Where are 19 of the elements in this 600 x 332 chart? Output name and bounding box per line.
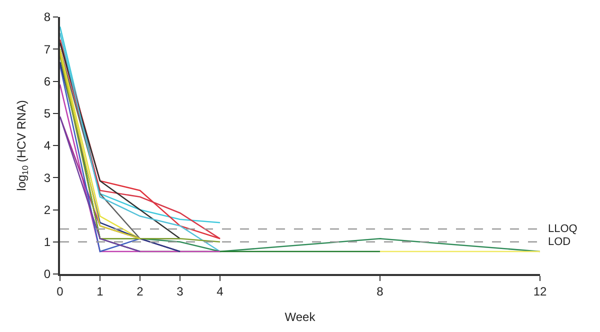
- x-tick-label: 2: [136, 284, 144, 298]
- ref-line-label: LLOQ: [548, 223, 578, 235]
- x-axis-title: Week: [284, 310, 316, 324]
- x-tick-label: 3: [176, 284, 184, 298]
- y-tick-label: 8: [44, 10, 51, 24]
- y-tick-label: 5: [44, 106, 51, 121]
- y-tick-label: 7: [44, 42, 51, 56]
- x-tick-label: 4: [216, 284, 224, 298]
- x-tick-label: 12: [533, 284, 547, 298]
- y-tick-label: 0: [44, 267, 51, 282]
- y-tick-label: 4: [44, 138, 51, 153]
- ref-line-label: LOD: [548, 236, 571, 248]
- x-tick-label: 0: [56, 284, 64, 298]
- y-tick-label: 2: [44, 202, 51, 217]
- x-tick-label: 8: [376, 284, 384, 298]
- x-tick-label: 1: [96, 284, 104, 298]
- y-tick-label: 6: [44, 74, 51, 88]
- y-tick-label: 1: [44, 235, 51, 250]
- y-tick-label: 3: [44, 170, 51, 185]
